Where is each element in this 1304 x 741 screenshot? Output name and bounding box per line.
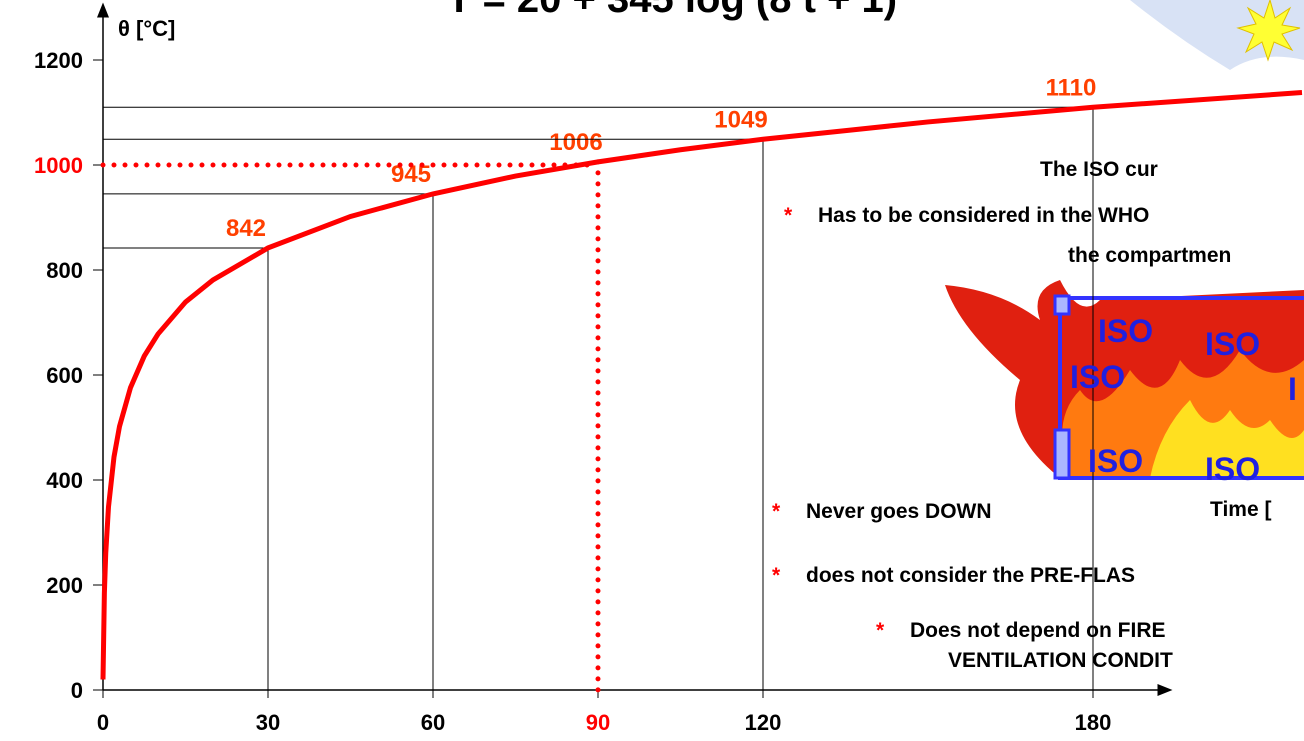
data-label: 842 bbox=[226, 215, 266, 242]
fire-label: I bbox=[1288, 371, 1297, 407]
bullet: * bbox=[784, 204, 793, 227]
data-label: 1110 bbox=[1046, 74, 1097, 101]
note-line: Never goes DOWN bbox=[806, 500, 992, 523]
x-tick-label: 90 bbox=[586, 710, 610, 735]
fire-label: ISO bbox=[1205, 451, 1260, 487]
x-tick-label: 120 bbox=[745, 710, 782, 735]
y-tick-label: 600 bbox=[46, 363, 83, 388]
chart-title: T = 20 + 345 log (8 t + 1) bbox=[447, 0, 897, 21]
data-label: 1006 bbox=[549, 129, 602, 156]
note-line: VENTILATION CONDIT bbox=[948, 649, 1173, 672]
note-heading: The ISO cur bbox=[1040, 158, 1158, 181]
y-tick-label: 1000 bbox=[34, 153, 83, 178]
fire-label: ISO bbox=[1098, 313, 1153, 349]
note-line: Does not depend on FIRE bbox=[910, 619, 1166, 642]
y-tick-label: 400 bbox=[46, 468, 83, 493]
bullet: * bbox=[772, 564, 781, 587]
note-line: does not consider the PRE-FLAS bbox=[806, 564, 1135, 587]
x-tick-label: 180 bbox=[1075, 710, 1112, 735]
note-line: Has to be considered in the WHO bbox=[818, 204, 1149, 227]
y-tick-label: 0 bbox=[71, 678, 83, 703]
fire-label: ISO bbox=[1070, 359, 1125, 395]
bullet: * bbox=[876, 619, 885, 642]
fire-label: ISO bbox=[1205, 326, 1260, 362]
data-label: 1049 bbox=[714, 106, 767, 133]
note-line: Time [ bbox=[1210, 498, 1271, 521]
fire-illustration bbox=[945, 280, 1304, 480]
x-tick-label: 0 bbox=[97, 710, 109, 735]
bullet: * bbox=[772, 500, 781, 523]
x-tick-label: 30 bbox=[256, 710, 280, 735]
note-line: the compartmen bbox=[1068, 244, 1231, 267]
curve bbox=[100, 90, 1303, 680]
fire-label: ISO bbox=[1088, 443, 1143, 479]
y-tick-label: 200 bbox=[46, 573, 83, 598]
sun bbox=[1236, 0, 1301, 62]
x-tick-label: 60 bbox=[421, 710, 445, 735]
y-tick-label: 800 bbox=[46, 258, 83, 283]
y-tick-label: 1200 bbox=[34, 48, 83, 73]
y-axis-label: θ [°C] bbox=[118, 16, 175, 41]
